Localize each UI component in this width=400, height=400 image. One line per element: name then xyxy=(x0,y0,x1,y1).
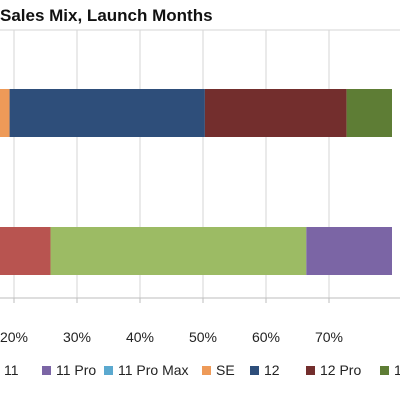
legend-label-0: 11 xyxy=(4,362,19,378)
x-tick-label: 30% xyxy=(63,329,91,345)
legend-swatch-6 xyxy=(380,366,389,375)
legend-swatch-1 xyxy=(42,366,51,375)
x-tick-label: 70% xyxy=(315,329,343,345)
bar-segment-8 xyxy=(50,227,307,275)
bar-segment-5 xyxy=(346,89,392,137)
x-tick-label: 20% xyxy=(0,329,28,345)
legend-label-6: 12 xyxy=(394,362,400,378)
x-tick-label: 60% xyxy=(252,329,280,345)
bar-segment-7 xyxy=(0,227,51,275)
bar-segment-3 xyxy=(9,89,205,137)
x-tick-label: 40% xyxy=(126,329,154,345)
legend-label-3: SE xyxy=(216,362,235,378)
chart-title: Sales Mix, Launch Months xyxy=(0,6,213,25)
bar-segment-9 xyxy=(306,227,392,275)
legend-swatch-2 xyxy=(104,366,113,375)
bar-segment-4 xyxy=(204,89,347,137)
legend-swatch-3 xyxy=(202,366,211,375)
legend-label-4: 12 xyxy=(264,362,280,378)
bar-segment-2 xyxy=(0,89,10,137)
legend-label-5: 12 Pro xyxy=(320,362,361,378)
legend-swatch-5 xyxy=(306,366,315,375)
legend-swatch-4 xyxy=(250,366,259,375)
legend-label-2: 11 Pro Max xyxy=(118,362,189,378)
legend-label-1: 11 Pro xyxy=(56,362,96,378)
x-tick-label: 50% xyxy=(189,329,217,345)
